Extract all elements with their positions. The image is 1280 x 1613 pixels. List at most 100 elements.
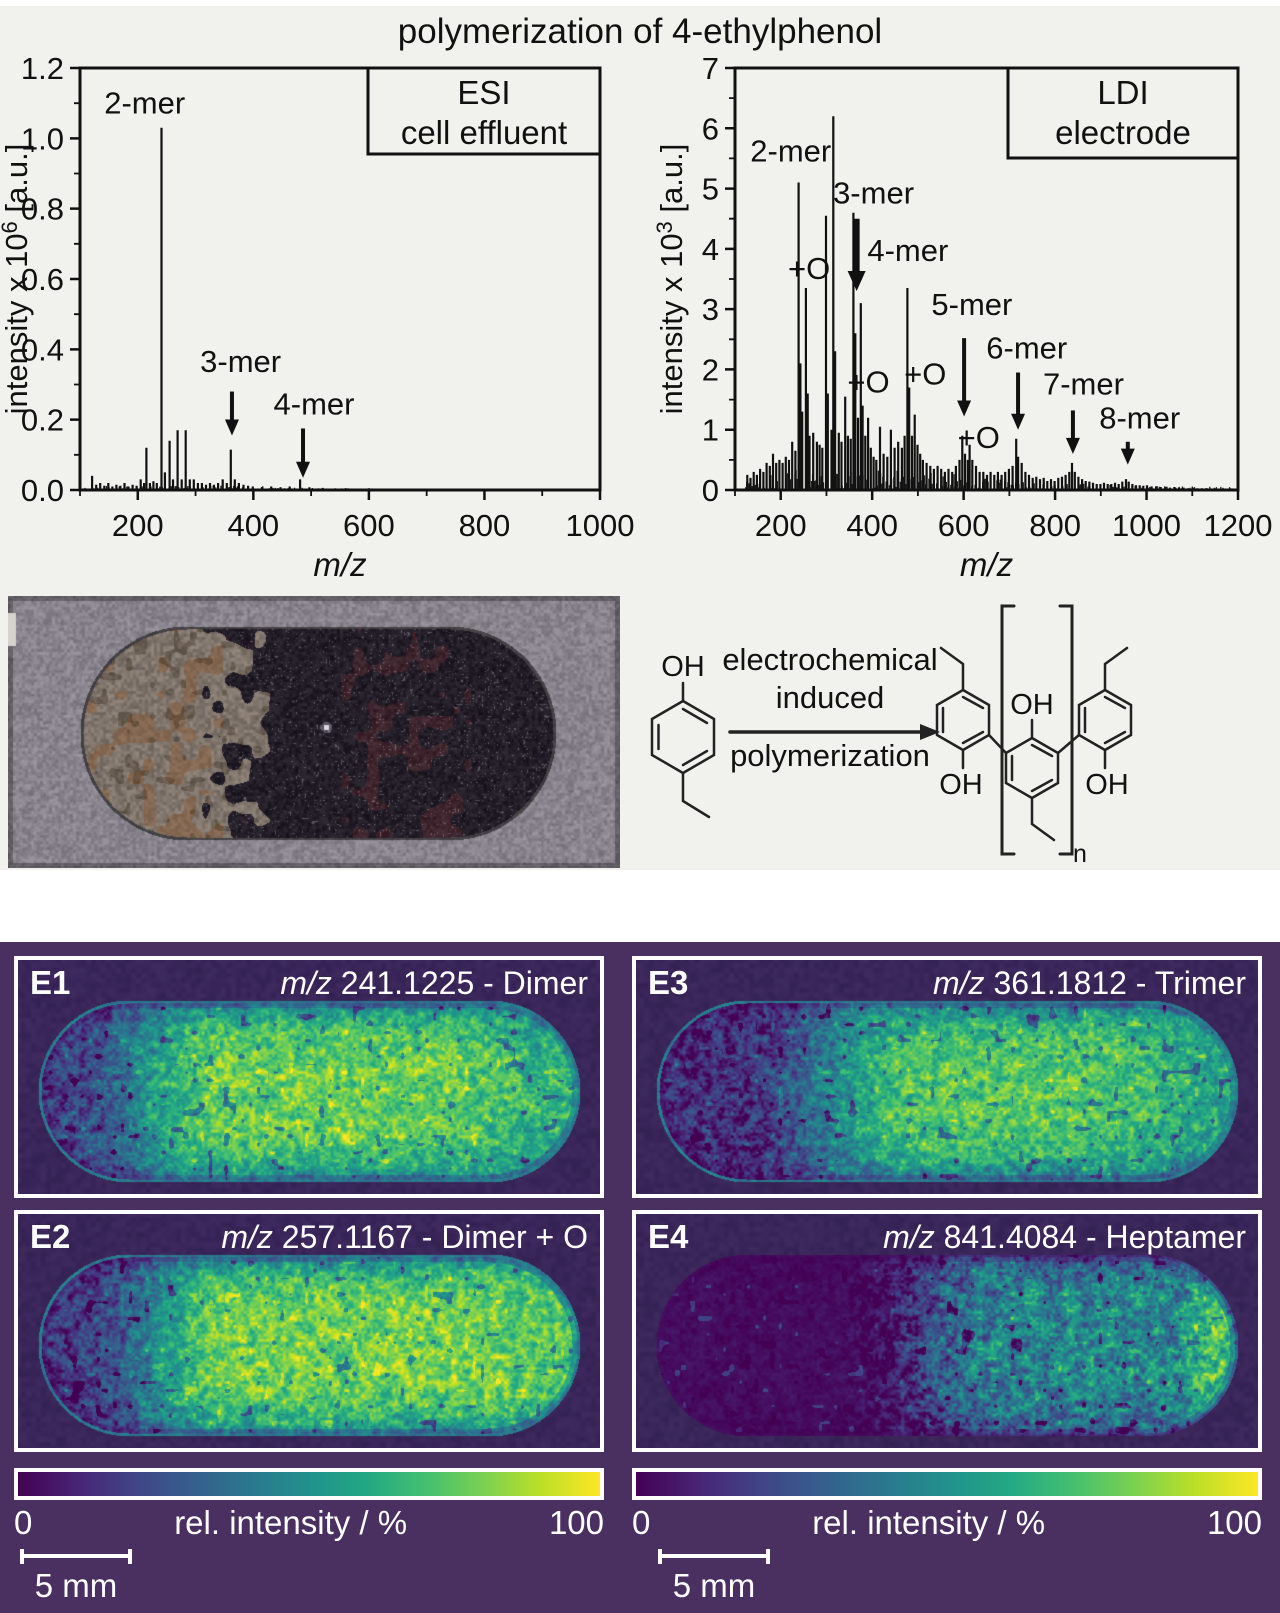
arrow-text-line2: induced: [776, 680, 885, 715]
legend-box: [1006, 66, 1240, 160]
y-tick-label: 0.8: [21, 192, 64, 227]
annotation-arrow-head: [1120, 448, 1135, 465]
annotation-arrow-head: [1011, 413, 1026, 430]
msi-image-e4: [636, 1214, 1258, 1448]
msi-image-e3: [636, 960, 1258, 1194]
peak-annotation: +O: [788, 251, 830, 286]
annotation-arrow-head: [847, 271, 866, 292]
x-axis-title: m/z: [960, 546, 1014, 583]
colorbar-max: 100: [548, 1504, 604, 1541]
colorbar-min: 0: [632, 1504, 651, 1541]
msi-panel-header: E1 m/z 241.1225 - Dimer: [30, 964, 588, 1002]
monomer-oh-label: OH: [661, 651, 705, 683]
polymer-oh-top-label: OH: [1010, 689, 1054, 721]
ldi-spectrum: 200 400 600 800 1000 1200 0 1 2 3 4 5 6 7 intensity x …: [652, 51, 1272, 583]
polymer-oh-left-label: OH: [939, 769, 983, 801]
esi-spectrum: 200 400 600 800 1000 0.0 0.2 0.4 0.6 0.8 1.0 1.2 int…: [0, 51, 634, 583]
msi-panel-e4: E4 m/z 841.4084 - Heptamer: [632, 1210, 1262, 1452]
colorbar-min: 0: [14, 1504, 33, 1541]
panel-mz-label: m/z 241.1225 - Dimer: [280, 965, 588, 1001]
x-tick-label: 1000: [566, 508, 635, 543]
panel-mz-label: m/z 841.4084 - Heptamer: [883, 1219, 1246, 1255]
msi-panel-e3: E3 m/z 361.1812 - Trimer: [632, 956, 1262, 1198]
colorbar-right: [632, 1468, 1262, 1500]
reaction-scheme: OH OH OH OH electrochemical induced poly…: [650, 604, 1133, 868]
x-tick-label: 800: [459, 508, 511, 543]
y-tick-label: 0.4: [21, 332, 64, 367]
x-axis-title: m/z: [313, 546, 367, 583]
minor-ticks: [74, 102, 544, 496]
y-tick-label: 0.0: [21, 473, 64, 508]
peak-annotation: 4-mer: [274, 386, 355, 421]
y-tick-label: 5: [702, 172, 719, 207]
colorbar-title: rel. intensity / %: [174, 1504, 408, 1541]
major-ticks: [725, 66, 1240, 500]
msi-panel-e1: E1 m/z 241.1225 - Dimer: [14, 956, 604, 1198]
y-axis-title: intensity x 106 [a.u.]: [0, 144, 34, 415]
msi-image-e2: [18, 1214, 600, 1448]
msi-image-e1: [18, 960, 600, 1194]
x-tick-label: 800: [1029, 508, 1081, 543]
legend-line1: LDI: [1097, 74, 1148, 111]
x-tick-label: 400: [846, 508, 898, 543]
panel-mz-label: m/z 257.1167 - Dimer + O: [221, 1219, 588, 1255]
scalebar-left: [20, 1549, 132, 1564]
y-tick-label: 0.2: [21, 403, 64, 438]
legend-line2: cell effluent: [401, 114, 567, 151]
major-ticks: [70, 66, 602, 500]
y-tick-label: 2: [702, 352, 719, 387]
annotation-arrow-head: [957, 400, 972, 417]
peak-annotation: 3-mer: [200, 344, 281, 379]
y-tick-label: 1.0: [21, 121, 64, 156]
y-tick-label: 0: [702, 473, 719, 508]
y-tick-label: 0.6: [21, 262, 64, 297]
polymer-oh-right-label: OH: [1085, 769, 1129, 801]
scalebar-right: [658, 1549, 770, 1564]
x-tick-label: 400: [227, 508, 279, 543]
x-tick-label: 1200: [1204, 508, 1273, 543]
msi-panel-header: E2 m/z 257.1167 - Dimer + O: [30, 1218, 588, 1256]
annotation-arrow-head: [1065, 437, 1080, 454]
legend-line2: electrode: [1055, 114, 1191, 151]
spectrum-peaks: [91, 127, 573, 490]
peak-annotation: 7-mer: [1043, 367, 1124, 402]
y-tick-label: 6: [702, 111, 719, 146]
y-tick-label: 7: [702, 51, 719, 86]
panel-id: E3: [648, 964, 689, 1001]
arrow-text-line1: electrochemical: [722, 642, 937, 677]
colorbar-gradient: [636, 1472, 1258, 1496]
y-tick-label: 1.2: [21, 51, 64, 86]
colorbar-max: 100: [1206, 1504, 1262, 1541]
peak-annotation: 8-mer: [1099, 401, 1180, 436]
annotation-arrow-head: [224, 419, 239, 436]
peak-annotation: 4-mer: [867, 233, 948, 268]
scalebar-label-right: 5 mm: [672, 1567, 756, 1604]
peak-annotation: +O: [958, 420, 1000, 455]
y-tick-label: 1: [702, 413, 719, 448]
colorbar-left: [14, 1468, 604, 1500]
panel-id: E2: [30, 1218, 71, 1255]
msi-panel-header: E4 m/z 841.4084 - Heptamer: [648, 1218, 1246, 1256]
colorbar-gradient: [18, 1472, 600, 1496]
peak-annotation: 6-mer: [986, 331, 1067, 366]
scheme-bonds: [650, 604, 1133, 856]
peak-annotation: 5-mer: [931, 287, 1012, 322]
msi-panel-e2: E2 m/z 257.1167 - Dimer + O: [14, 1210, 604, 1452]
peak-annotation: +O: [904, 357, 946, 392]
repeat-subscript: n: [1073, 840, 1087, 868]
x-tick-label: 200: [755, 508, 807, 543]
scheme-labels: OH OH OH OH electrochemical induced poly…: [661, 642, 1129, 868]
panel-id: E4: [648, 1218, 689, 1255]
electrode-photo: [8, 596, 620, 868]
spectrum-peaks: [746, 116, 1226, 490]
x-tick-label: 600: [938, 508, 990, 543]
y-axis-title: intensity x 103 [a.u.]: [652, 144, 689, 415]
annotation-arrow-head: [296, 461, 311, 478]
figure-title: polymerization of 4-ethylphenol: [397, 12, 883, 51]
peak-annotation: 3-mer: [833, 176, 914, 211]
colorbar-title: rel. intensity / %: [812, 1504, 1046, 1541]
y-tick-label: 3: [702, 292, 719, 327]
peak-annotation: +O: [847, 364, 889, 399]
y-tick-label: 4: [702, 232, 719, 267]
